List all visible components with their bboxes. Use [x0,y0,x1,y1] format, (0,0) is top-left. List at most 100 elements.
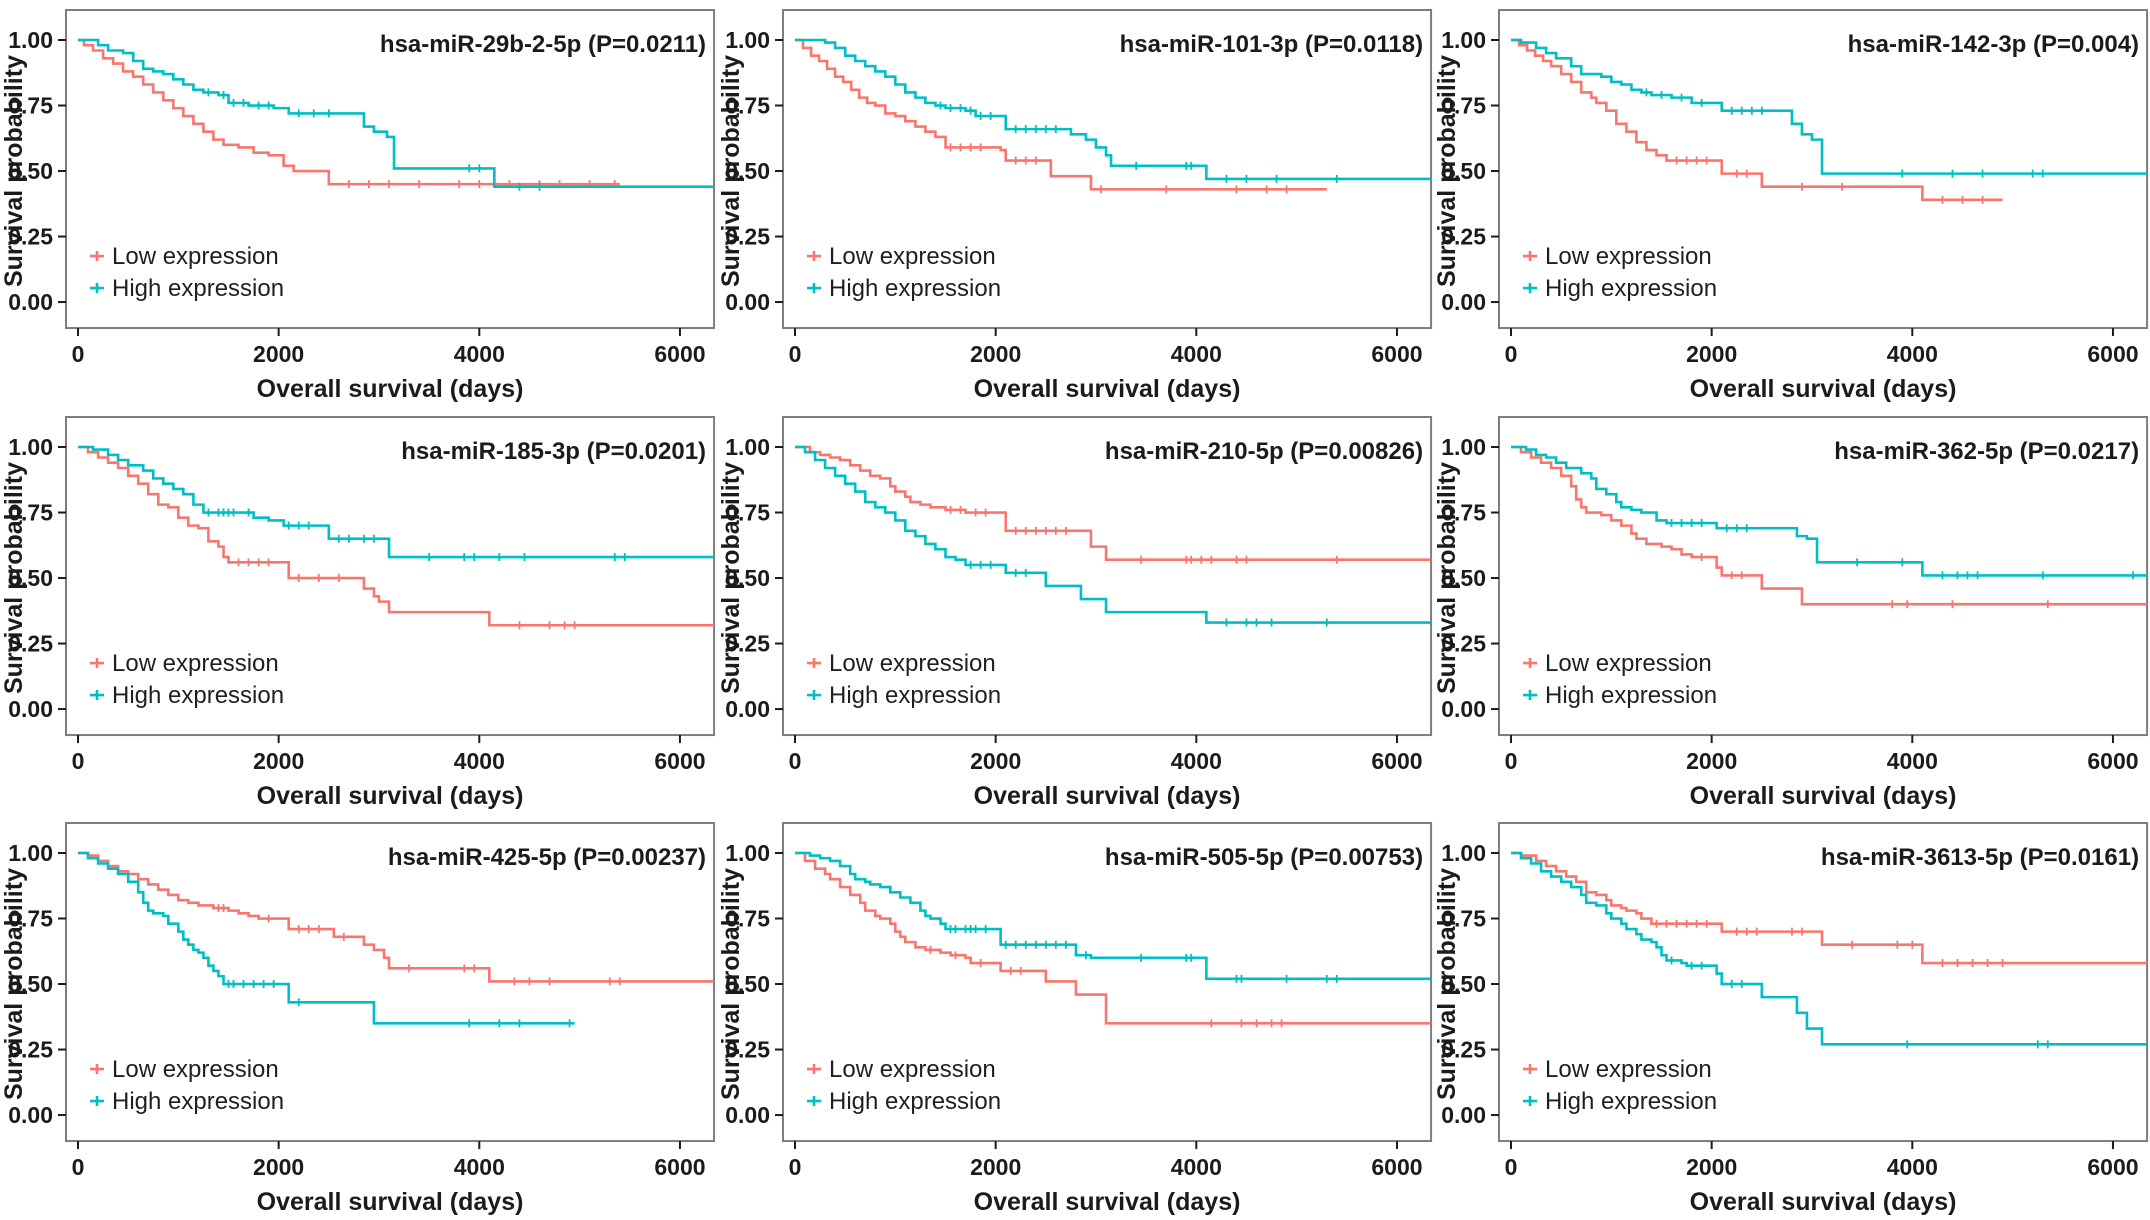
survival-curve-high-expression [78,445,715,558]
censor-marks-high-expression [936,101,1341,183]
y-tick-label: 0.50 [725,565,770,591]
y-tick-label: 0.50 [1442,158,1487,184]
panel-title: hsa-miR-505-5p (P=0.00753) [1105,844,1423,871]
legend-censor-marker-low [90,1064,105,1075]
y-tick-label: 0.75 [1442,906,1487,932]
y-tick-label: 1.00 [725,434,770,460]
x-axis-title: Overall survival (days) [1690,375,1957,403]
legend: Low expression High expression [90,243,284,302]
legend-label-low: Low expression [829,650,996,677]
y-tick-label: 0.75 [725,906,770,932]
legend-censor-marker-high [90,283,105,294]
y-tick-label: 0.75 [8,93,53,119]
y-tick-label: 0.50 [1442,971,1487,997]
x-tick-label: 4000 [1170,748,1221,774]
survival-curve-low-expression [1511,445,2148,606]
censor-marks-low-expression [1652,920,2007,968]
y-tick-label: 0.75 [725,499,770,525]
y-tick-label: 0.00 [725,1102,770,1128]
x-tick-label: 6000 [1371,341,1422,367]
x-axis-title: Overall survival (days) [257,782,524,810]
x-axis-title: Overall survival (days) [257,375,524,403]
y-tick-label: 0.25 [725,224,770,250]
panel-title: hsa-miR-210-5p (P=0.00826) [1105,438,1423,465]
legend-censor-marker-high [1523,1096,1538,1107]
censor-marks-high-expression [966,560,1331,627]
legend-censor-marker-high [1523,283,1538,294]
y-tick-label: 1.00 [1442,434,1487,460]
legend-label-high: High expression [112,275,284,302]
censor-marks-high-expression [204,88,544,191]
x-tick-label: 2000 [253,1154,304,1180]
x-tick-label: 6000 [1371,1154,1422,1180]
legend-label-low: Low expression [112,1056,279,1083]
x-tick-label: 6000 [2088,1154,2139,1180]
x-axis-title: Overall survival (days) [1690,782,1957,810]
y-axis-title: Survival probability [1433,55,1461,287]
x-tick-label: 0 [72,748,85,774]
survival-curve-high-expression [1511,445,2148,577]
x-tick-label: 2000 [253,341,304,367]
censor-marks-high-expression [1667,518,2138,580]
plot-border [1498,9,2149,330]
km-panel-cell: 1.00 0.75 0.50 0.25 0.00 0 2000 4000 6000 Overall… [717,0,1434,407]
legend: Low expression High expression [1523,650,1717,709]
x-tick-label: 6000 [2088,341,2139,367]
panel-title: hsa-miR-101-3p (P=0.0118) [1119,31,1422,58]
plot-border [65,9,716,330]
panel-title: hsa-miR-142-3p (P=0.004) [1848,31,2139,58]
y-tick-label: 0.00 [725,696,770,722]
y-tick-label: 1.00 [8,434,53,460]
y-axis-title: Survival probability [717,55,745,287]
legend-censor-marker-low [90,251,105,262]
km-plot-hsa-miR-101-3p: 1.00 0.75 0.50 0.25 0.00 0 2000 4000 6000 Overall… [717,9,1432,403]
y-tick-label: 0.25 [725,630,770,656]
y-tick-label: 0.50 [1442,565,1487,591]
km-plot-hsa-miR-362-5p: 1.00 0.75 0.50 0.25 0.00 0 2000 4000 6000 Overall… [1433,415,2149,810]
x-tick-label: 6000 [654,748,705,774]
y-tick-label: 0.25 [8,630,53,656]
survival-curve-high-expression [794,38,1431,181]
legend-censor-marker-high [806,283,821,294]
y-tick-label: 1.00 [725,840,770,866]
y-tick-label: 0.50 [8,565,53,591]
y-tick-label: 0.25 [725,1037,770,1063]
x-tick-label: 0 [1505,341,1518,367]
legend-censor-marker-high [806,689,821,700]
y-tick-label: 1.00 [1442,840,1487,866]
y-tick-label: 0.75 [725,93,770,119]
legend-censor-marker-high [1523,689,1538,700]
y-tick-label: 0.75 [1442,93,1487,119]
km-panel-cell: 1.00 0.75 0.50 0.25 0.00 0 2000 4000 6000 Overall… [1433,0,2150,407]
legend-label-low: Low expression [829,1056,996,1083]
x-axis-title: Overall survival (days) [973,782,1240,810]
x-tick-label: 0 [788,748,801,774]
x-tick-label: 2000 [1686,341,1737,367]
y-tick-label: 0.75 [8,906,53,932]
km-plot-hsa-miR-425-5p: 1.00 0.75 0.50 0.25 0.00 0 2000 4000 6000 Overall… [0,822,716,1216]
survival-curve-low-expression [78,445,715,627]
y-axis-title: Survival probability [0,55,28,287]
legend-label-high: High expression [112,1088,284,1115]
y-tick-label: 0.00 [1442,696,1487,722]
x-tick-label: 2000 [970,1154,1021,1180]
y-axis-title: Survival probability [1433,462,1461,694]
censor-marks-low-expression [234,557,579,629]
y-tick-label: 0.00 [725,289,770,315]
x-tick-label: 6000 [654,341,705,367]
y-tick-label: 1.00 [1442,27,1487,53]
censor-marks-high-expression [224,980,574,1028]
censor-marks-low-expression [1697,552,2053,608]
x-axis-title: Overall survival (days) [257,1188,524,1216]
y-tick-label: 0.00 [1442,289,1487,315]
x-tick-label: 6000 [2088,748,2139,774]
legend: Low expression High expression [1523,1056,1717,1115]
y-tick-label: 0.75 [8,499,53,525]
y-axis-title: Survival probability [0,462,28,694]
x-tick-label: 0 [1505,748,1518,774]
panel-title: hsa-miR-425-5p (P=0.00237) [388,844,706,871]
legend-censor-marker-high [90,689,105,700]
x-tick-label: 2000 [970,341,1021,367]
km-panel-cell: 1.00 0.75 0.50 0.25 0.00 0 2000 4000 6000 Overall… [1433,813,2150,1220]
